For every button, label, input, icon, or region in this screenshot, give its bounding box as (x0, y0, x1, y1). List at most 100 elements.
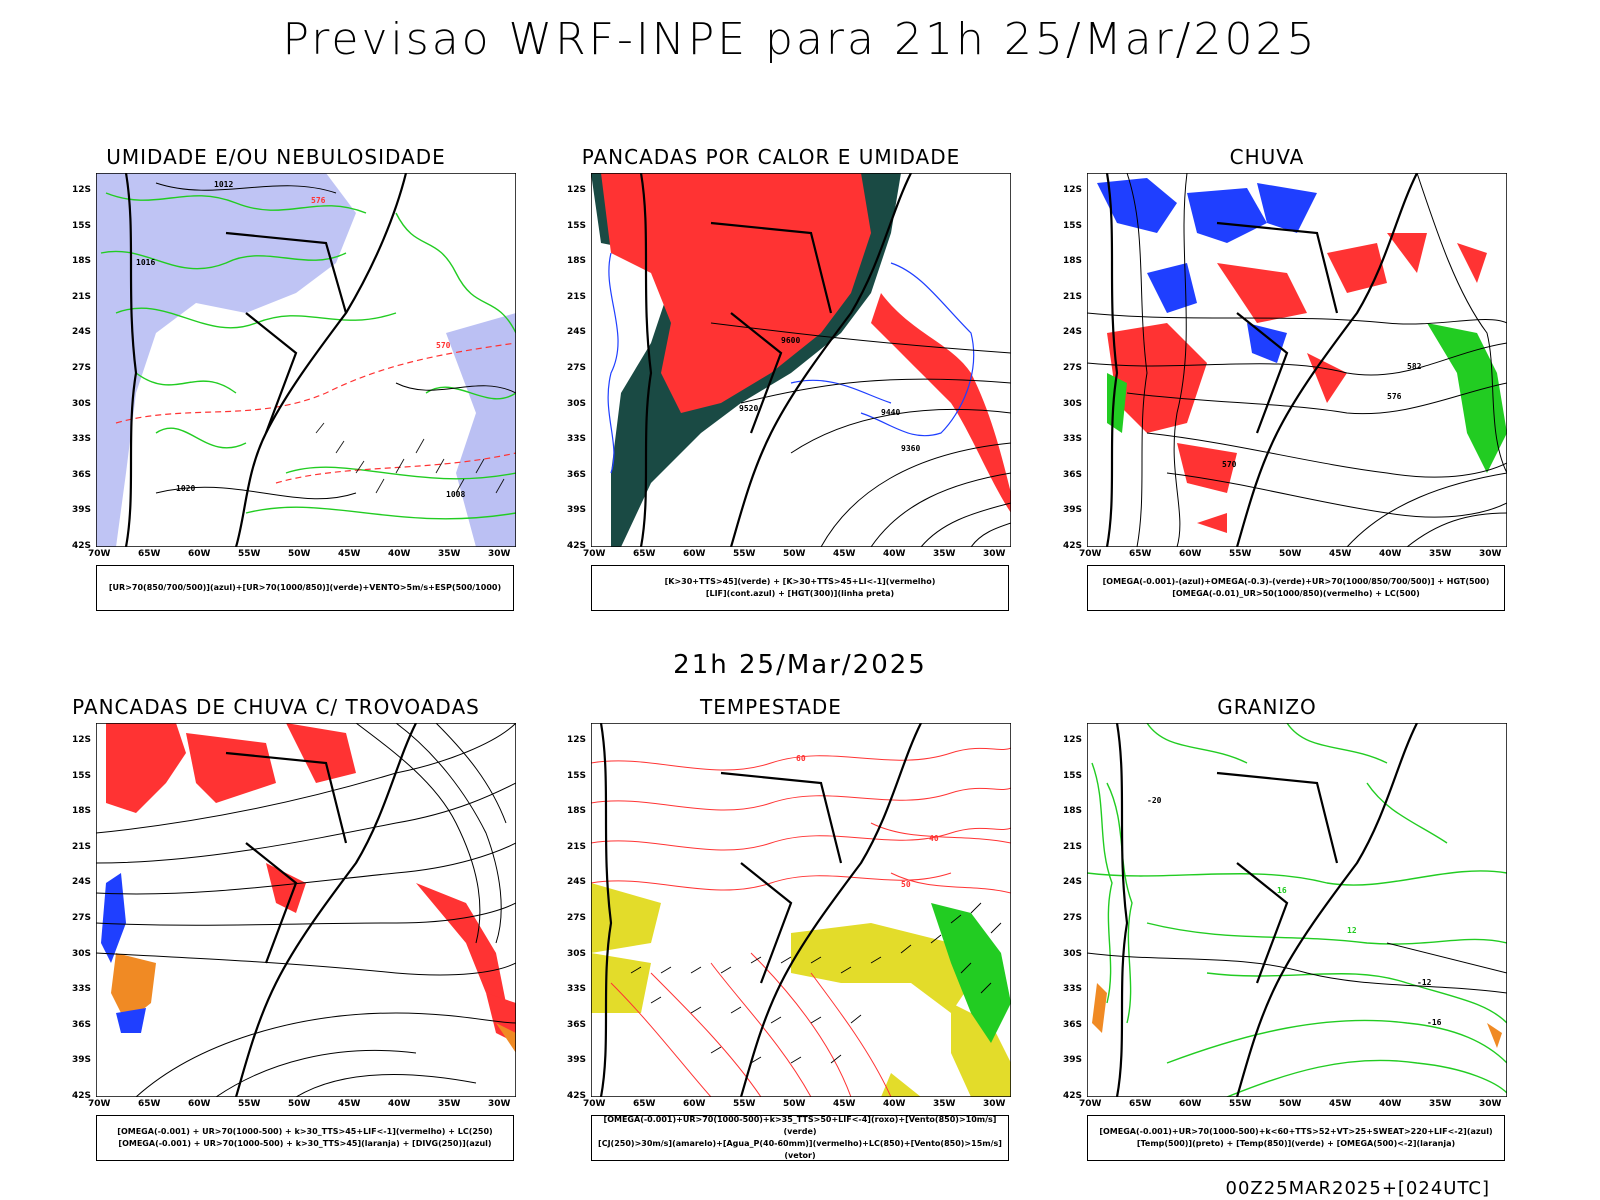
lat-tick-label: 27S (72, 363, 92, 373)
lon-tick-label: 40W (883, 549, 906, 559)
panel-legend: [OMEGA(-0.001)-(azul)+OMEGA(-0.3)-(verde… (1087, 565, 1505, 611)
lon-tick-label: 45W (1329, 549, 1352, 559)
lon-tick-label: 50W (783, 1099, 806, 1109)
valid-time-subtitle: 21h 25/Mar/2025 (673, 650, 927, 680)
lon-tick-label: 50W (1279, 1099, 1302, 1109)
lon-tick-label: 55W (733, 1099, 756, 1109)
legend-line: [OMEGA(-0.001)+UR>70(1000-500)+k>35_TTS>… (603, 1115, 997, 1136)
lon-tick-label: 35W (933, 1099, 956, 1109)
lon-tick-label: 55W (238, 549, 261, 559)
map-umidade: 1012 1016 1020 1008 570 576 (96, 173, 516, 547)
lat-tick-label: 27S (1063, 363, 1083, 373)
temp850-label: 12 (1347, 926, 1357, 935)
panel-legend: [OMEGA(-0.001) + UR>70(1000-500) + k>30_… (96, 1115, 514, 1161)
lon-tick-label: 35W (438, 549, 461, 559)
map-pancadas-calor: 9600 9520 9440 9360 (591, 173, 1011, 547)
lat-tick-label: 12S (1063, 185, 1083, 195)
hgt-label: 9520 (739, 404, 758, 413)
lon-tick-label: 65W (1129, 549, 1152, 559)
lon-tick-label: 65W (633, 1099, 656, 1109)
lat-tick-label: 33S (1063, 984, 1083, 995)
lat-tick-label: 42S (1063, 1091, 1083, 1101)
lat-tick-label: 24S (567, 327, 587, 338)
lat-tick-label: 36S (1063, 1019, 1083, 1030)
lat-tick-label: 18S (72, 256, 92, 267)
isobar-label: 1008 (446, 490, 465, 499)
lat-tick-label: 15S (1063, 220, 1083, 231)
lat-tick-label: 39S (567, 1055, 587, 1066)
lon-tick-label: 70W (583, 1099, 606, 1109)
lat-tick-label: 15S (567, 220, 587, 231)
isobar-label: 1016 (136, 258, 155, 267)
lc-label: 50 (901, 880, 911, 889)
lon-tick-label: 35W (933, 549, 956, 559)
panel-granizo: GRANIZO (1047, 695, 1507, 1195)
lon-tick-label: 35W (1429, 549, 1452, 559)
lon-tick-label: 70W (1079, 549, 1102, 559)
lon-tick-label: 70W (88, 549, 111, 559)
lon-tick-label: 45W (833, 549, 856, 559)
lat-tick-label: 30S (72, 948, 92, 959)
thickness-label: 570 (436, 341, 451, 350)
lat-tick-label: 30S (1063, 948, 1083, 959)
legend-line: [UR>70(850/700/500)](azul)+[UR>70(1000/8… (108, 583, 502, 592)
lon-tick-label: 45W (338, 1099, 361, 1109)
panel-umidade: UMIDADE E/OU NEBULOSIDADE (56, 145, 516, 645)
panel-title: GRANIZO (1217, 695, 1317, 719)
lat-tick-label: 36S (1063, 469, 1083, 480)
lon-tick-label: 60W (1179, 549, 1202, 559)
lat-tick-label: 33S (1063, 434, 1083, 445)
lon-tick-label: 30W (488, 549, 511, 559)
lat-tick-label: 27S (1063, 913, 1083, 923)
lon-tick-label: 40W (388, 1099, 411, 1109)
lat-tick-label: 18S (567, 256, 587, 267)
lat-tick-label: 15S (72, 220, 92, 231)
map-trovoadas (96, 723, 516, 1097)
lon-tick-label: 60W (188, 1099, 211, 1109)
lon-tick-label: 40W (883, 1099, 906, 1109)
run-footer: 00Z25MAR2025+[024UTC] (1225, 1178, 1490, 1199)
lat-tick-label: 15S (1063, 770, 1083, 781)
lat-tick-label: 24S (72, 327, 92, 338)
lat-tick-label: 27S (567, 913, 587, 923)
legend-line: [OMEGA(-0.001) + UR>70(1000-500) + k>30_… (118, 1139, 492, 1148)
lat-tick-label: 33S (72, 984, 92, 995)
lat-tick-label: 36S (567, 1019, 587, 1030)
lat-tick-label: 30S (567, 398, 587, 409)
lon-tick-label: 70W (583, 549, 606, 559)
lon-tick-label: 30W (983, 1099, 1006, 1109)
lon-tick-label: 65W (138, 1099, 161, 1109)
lon-tick-label: 70W (1079, 1099, 1102, 1109)
legend-line: [OMEGA(-0.01)_UR>50(1000/850)(vermelho) … (1172, 589, 1420, 598)
panel-title: PANCADAS DE CHUVA C/ TROVOADAS (72, 695, 480, 719)
lat-tick-label: 12S (72, 735, 92, 745)
lon-tick-label: 55W (1229, 1099, 1252, 1109)
legend-line: [LIF](cont.azul) + [HGT(300)](linha pret… (705, 589, 895, 598)
panel-legend: [K>30+TTS>45](verde) + [K>30+TTS>45+LI<-… (591, 565, 1009, 611)
panel-title: TEMPESTADE (700, 695, 842, 719)
lat-tick-label: 42S (1063, 541, 1083, 551)
isobar-label: 1012 (214, 180, 233, 189)
panel-title: CHUVA (1229, 145, 1305, 169)
lc-label: 60 (796, 754, 806, 763)
map-chuva: 582 576 570 (1087, 173, 1507, 547)
lon-tick-label: 35W (1429, 1099, 1452, 1109)
lat-tick-label: 42S (567, 1091, 587, 1101)
lon-tick-label: 50W (288, 549, 311, 559)
lon-tick-label: 70W (88, 1099, 111, 1109)
lat-tick-label: 24S (1063, 877, 1083, 888)
lat-tick-label: 21S (1063, 841, 1083, 852)
lat-tick-label: 36S (72, 469, 92, 480)
lat-tick-label: 18S (1063, 256, 1083, 267)
lon-tick-label: 40W (388, 549, 411, 559)
hgt-label: 570 (1222, 460, 1237, 469)
lon-tick-label: 60W (683, 1099, 706, 1109)
legend-line: [OMEGA(-0.001)+UR>70(1000-500)+k<60+TTS>… (1099, 1127, 1493, 1136)
lat-tick-label: 36S (72, 1019, 92, 1030)
lat-tick-label: 39S (72, 505, 92, 516)
lat-tick-label: 24S (72, 877, 92, 888)
lon-tick-label: 45W (1329, 1099, 1352, 1109)
lc-label: 40 (929, 834, 939, 843)
legend-line: [CJ(250)>30m/s](amarelo)+[Agua_P(40-60mm… (598, 1139, 1002, 1160)
lon-tick-label: 55W (1229, 549, 1252, 559)
